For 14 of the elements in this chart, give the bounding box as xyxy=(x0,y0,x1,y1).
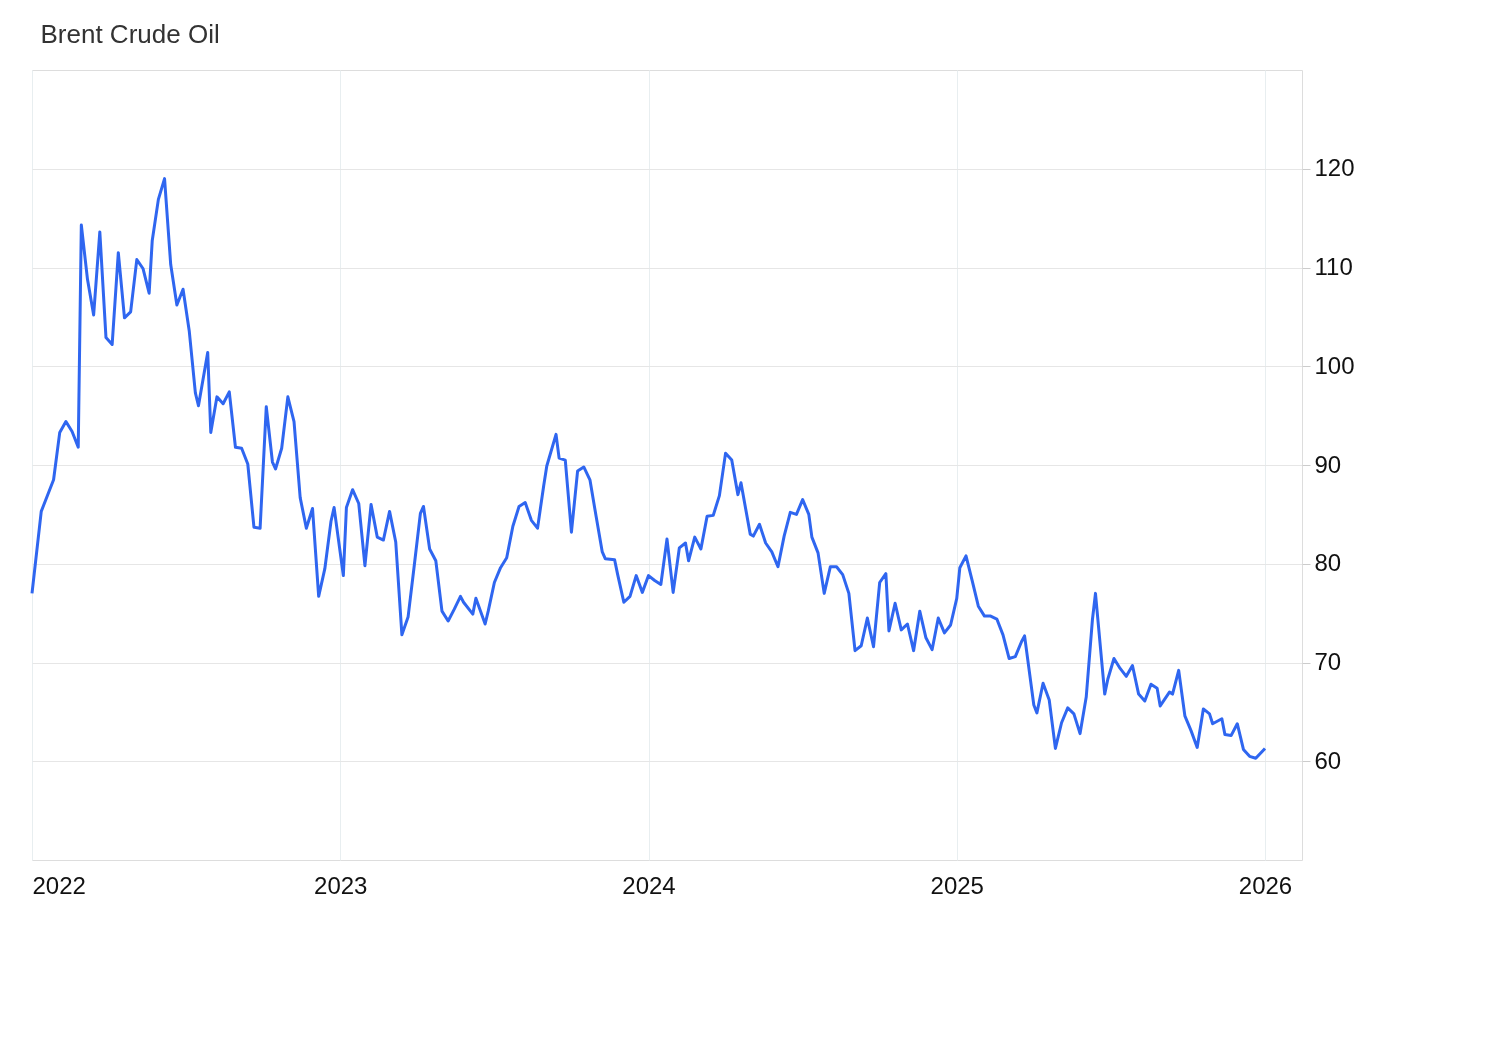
y-tick-label: 120 xyxy=(1314,154,1355,182)
x-tick-label: 2023 xyxy=(314,871,368,899)
y-tick-label: 100 xyxy=(1314,351,1355,379)
chart-title: Brent Crude Oil xyxy=(40,19,220,49)
y-tick-label: 60 xyxy=(1314,746,1342,774)
line-series xyxy=(30,177,1267,760)
y-tick-label: 70 xyxy=(1314,648,1342,675)
y-tick-label: 80 xyxy=(1314,549,1342,577)
x-tick-label: 2024 xyxy=(622,871,676,899)
x-tick-label: 2025 xyxy=(930,871,984,899)
y-tick-label: 110 xyxy=(1314,253,1353,280)
x-tick-label: 2026 xyxy=(1238,871,1293,899)
x-tick-label: 2022 xyxy=(32,871,86,899)
y-tick-label: 90 xyxy=(1314,450,1342,478)
